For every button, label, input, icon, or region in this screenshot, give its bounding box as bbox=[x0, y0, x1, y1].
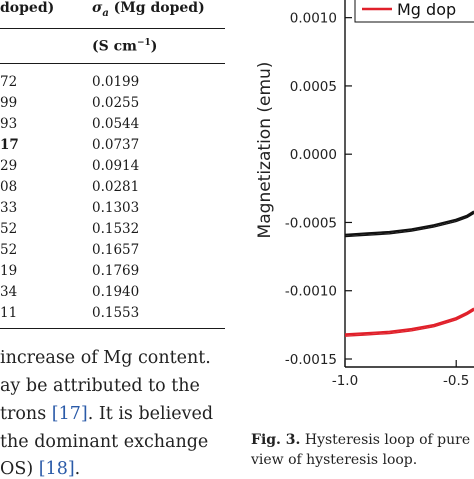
table-cell: 0.1532 bbox=[92, 221, 140, 237]
unit-text: (S cm bbox=[92, 38, 137, 55]
table-col2-header: σa (Mg doped) bbox=[92, 0, 205, 19]
table-cell: 11 bbox=[0, 305, 18, 321]
body-line-3-pre: trons bbox=[0, 404, 52, 424]
unit-sup: −1 bbox=[136, 38, 151, 48]
caption-text: Hysteresis loop of pure bbox=[300, 432, 471, 448]
y-tick-label: 0.0005 bbox=[290, 79, 337, 95]
unit-close: ) bbox=[150, 38, 158, 55]
legend-box bbox=[354, 0, 474, 23]
series-line-1 bbox=[344, 210, 474, 236]
y-tick-label: 0.0010 bbox=[290, 11, 337, 27]
table-cell: 0.1303 bbox=[92, 200, 140, 216]
table-cell: 93 bbox=[0, 116, 18, 132]
table-cell: 0.0544 bbox=[92, 116, 140, 132]
body-line-3-post: . It is believed bbox=[87, 404, 214, 424]
figure-caption-line-1: Fig. 3. Hysteresis loop of pure bbox=[251, 432, 470, 448]
body-line-3: trons [17]. It is believed bbox=[0, 404, 213, 424]
y-tick-label: 0.0000 bbox=[290, 147, 337, 163]
table-cell: 0.1769 bbox=[92, 263, 140, 279]
table-cell: 0.1940 bbox=[92, 284, 140, 300]
body-line-2: ay be attributed to the bbox=[0, 376, 200, 396]
table-cell: 99 bbox=[0, 95, 18, 111]
table-unit-header: (S cm−1) bbox=[92, 38, 157, 55]
sigma-subscript: a bbox=[102, 7, 109, 19]
y-tick-label: -0.0010 bbox=[285, 284, 337, 300]
table-cell: 0.0255 bbox=[92, 95, 140, 111]
table-cell: 34 bbox=[0, 284, 18, 300]
table-cell: 0.0199 bbox=[92, 74, 140, 90]
body-line-4: the dominant exchange bbox=[0, 432, 209, 452]
table-col1-header: doped) bbox=[0, 0, 55, 16]
table-cell: 17 bbox=[0, 137, 19, 153]
col2-header-rest: (Mg doped) bbox=[108, 0, 205, 16]
body-line-1: increase of Mg content. bbox=[0, 348, 211, 368]
sigma-symbol: σ bbox=[92, 0, 103, 16]
y-axis-label: Magnetization (emu) bbox=[255, 62, 275, 239]
table-cell: 52 bbox=[0, 242, 18, 258]
table-cell: 72 bbox=[0, 74, 18, 90]
table-cell: 29 bbox=[0, 158, 18, 174]
series-line-0 bbox=[344, 307, 474, 336]
table-cell: 0.1553 bbox=[92, 305, 140, 321]
table-cell: 52 bbox=[0, 221, 18, 237]
legend-label: Mg dop bbox=[397, 0, 456, 19]
table-cell: 33 bbox=[0, 200, 18, 216]
table-cell: 08 bbox=[0, 179, 18, 195]
table-cell: 0.0737 bbox=[92, 137, 140, 153]
y-tick-label: -0.0005 bbox=[285, 215, 337, 231]
x-tick-label: -0.5 bbox=[443, 373, 469, 389]
figure-caption-line-2: view of hysteresis loop. bbox=[251, 452, 418, 468]
x-tick-label: -1.0 bbox=[332, 373, 358, 389]
table-cell: 0.0914 bbox=[92, 158, 140, 174]
y-tick-label: -0.0015 bbox=[285, 352, 337, 368]
table-cell: 0.0281 bbox=[92, 179, 140, 195]
table-rule-top bbox=[0, 28, 225, 29]
series-line-branch-1 bbox=[344, 212, 474, 238]
figure-label: Fig. 3. bbox=[251, 432, 301, 448]
table-rule-bottom bbox=[0, 328, 225, 329]
reference-link-17[interactable]: [17] bbox=[51, 404, 88, 424]
table-rule-mid bbox=[0, 63, 225, 64]
series-line-branch-0 bbox=[344, 309, 474, 337]
table-cell: 19 bbox=[0, 263, 18, 279]
table-cell: 0.1657 bbox=[92, 242, 140, 258]
body-line-5-post: . bbox=[74, 459, 81, 479]
